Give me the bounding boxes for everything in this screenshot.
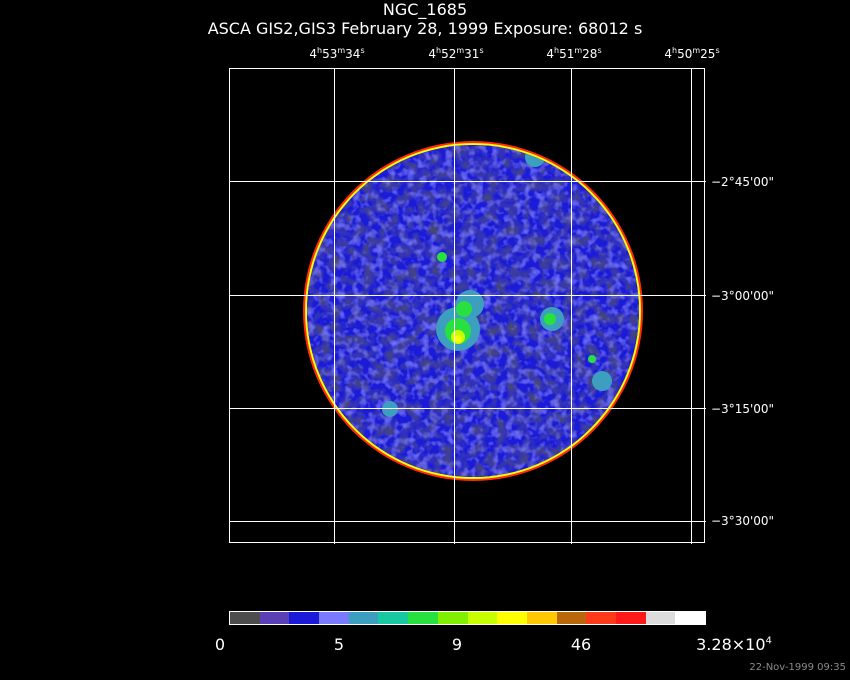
colorbar-swatch	[230, 612, 260, 624]
timestamp: 22-Nov-1999 09:35	[749, 662, 846, 673]
colorbar-swatch	[497, 612, 527, 624]
dec-label-1: −2°45'00"	[711, 175, 775, 189]
colorbar-swatch	[615, 612, 646, 624]
color-scale-bar	[229, 611, 706, 625]
colorbar-swatch	[437, 612, 468, 624]
ra-label-2: 4h52m31s	[428, 46, 484, 61]
dec-label-3: −3°15'00"	[711, 402, 775, 416]
image-frame	[229, 68, 706, 544]
xray-image	[230, 69, 706, 544]
observation-subtitle: ASCA GIS2,GIS3 February 28, 1999 Exposur…	[207, 19, 643, 38]
colorbar-swatch	[259, 612, 290, 624]
colorbar-swatch	[378, 612, 409, 624]
colorbar-swatch	[675, 612, 705, 624]
colorbar-swatch	[408, 612, 438, 624]
colorbar-swatch	[586, 612, 616, 624]
colorbar-swatch	[348, 612, 379, 624]
dec-label-2: −3°00'00"	[711, 289, 775, 303]
colorbar-swatch	[645, 612, 676, 624]
image-title: NGC_1685	[382, 0, 468, 19]
dec-label-4: −3°30'00"	[711, 514, 775, 528]
colorbar-swatch	[319, 612, 349, 624]
ra-label-3: 4h51m28s	[546, 46, 602, 61]
coordinate-grid	[230, 69, 706, 544]
colorbar-swatch	[526, 612, 557, 624]
ra-label-4: 4h50m25s	[664, 46, 720, 61]
detector-disc	[303, 141, 643, 481]
colorbar-swatch	[556, 612, 587, 624]
colorbar-max-label: 3.28×104	[696, 635, 772, 654]
ra-label-1: 4h53m34s	[309, 46, 365, 61]
colorbar-label-1: 0	[214, 635, 226, 654]
colorbar-label-4: 46	[570, 635, 592, 654]
colorbar-label-3: 9	[451, 635, 463, 654]
colorbar-swatch	[467, 612, 498, 624]
colorbar-swatch	[289, 612, 320, 624]
colorbar-label-2: 5	[333, 635, 345, 654]
